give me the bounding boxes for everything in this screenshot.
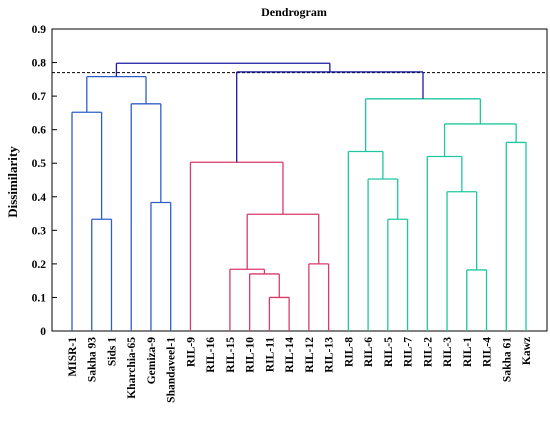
leaf-label: RIL-15 [225, 337, 237, 373]
leaf-label: RIL-7 [403, 337, 415, 367]
leaf-label: RIL-6 [363, 337, 375, 367]
leaf-label: Sids 1 [106, 337, 118, 366]
leaf-label: RIL-9 [185, 337, 197, 367]
chart-title: Dendrogram [261, 5, 327, 19]
leaf-label: RIL-3 [442, 337, 454, 367]
plot-frame [51, 28, 548, 332]
leaf-label: Sakha 61 [501, 337, 513, 382]
leaf-label: Sakha 93 [87, 337, 99, 382]
y-axis-label: Dissimilarity [5, 146, 20, 218]
y-tick-label: 0 [40, 326, 46, 338]
leaf-label: RIL-14 [284, 337, 296, 373]
leaf-label: RIL-8 [343, 337, 355, 367]
y-tick-label: 0.6 [32, 125, 47, 137]
leaf-label: RIL-2 [422, 337, 434, 367]
leaf-label: RIL-12 [304, 337, 316, 373]
y-tick-label: 0.9 [32, 24, 47, 36]
y-tick-label: 0.3 [32, 225, 47, 237]
leaf-label: RIL-5 [383, 337, 395, 367]
leaf-label: Kawz [521, 337, 533, 365]
leaf-label: RIL-16 [205, 337, 217, 373]
y-tick-label: 0.5 [32, 158, 47, 170]
y-tick-label: 0.7 [32, 91, 47, 103]
leaf-label: MISR-1 [67, 337, 79, 377]
leaf-label: RIL-1 [462, 337, 474, 367]
y-tick-label: 0.2 [32, 259, 47, 271]
leaf-label: RIL-11 [264, 337, 276, 372]
leaf-label: Gemiza-9 [146, 337, 158, 385]
leaf-label: RIL-10 [245, 337, 257, 373]
leaf-label: RIL-13 [324, 337, 336, 373]
y-tick-label: 0.8 [32, 58, 47, 70]
leaf-label: Kharchia-65 [126, 337, 138, 399]
leaf-label: RIL-4 [482, 337, 494, 367]
y-tick-label: 0.4 [32, 192, 47, 204]
plot-area: 0 0.1 0.2 0.3 0.4 0.5 0.6 0.7 0.8 0.9 MISR-1 Sakha … [32, 24, 548, 403]
y-tick-label: 0.1 [32, 292, 47, 304]
leaf-label: Shandaveel-1 [166, 337, 178, 403]
